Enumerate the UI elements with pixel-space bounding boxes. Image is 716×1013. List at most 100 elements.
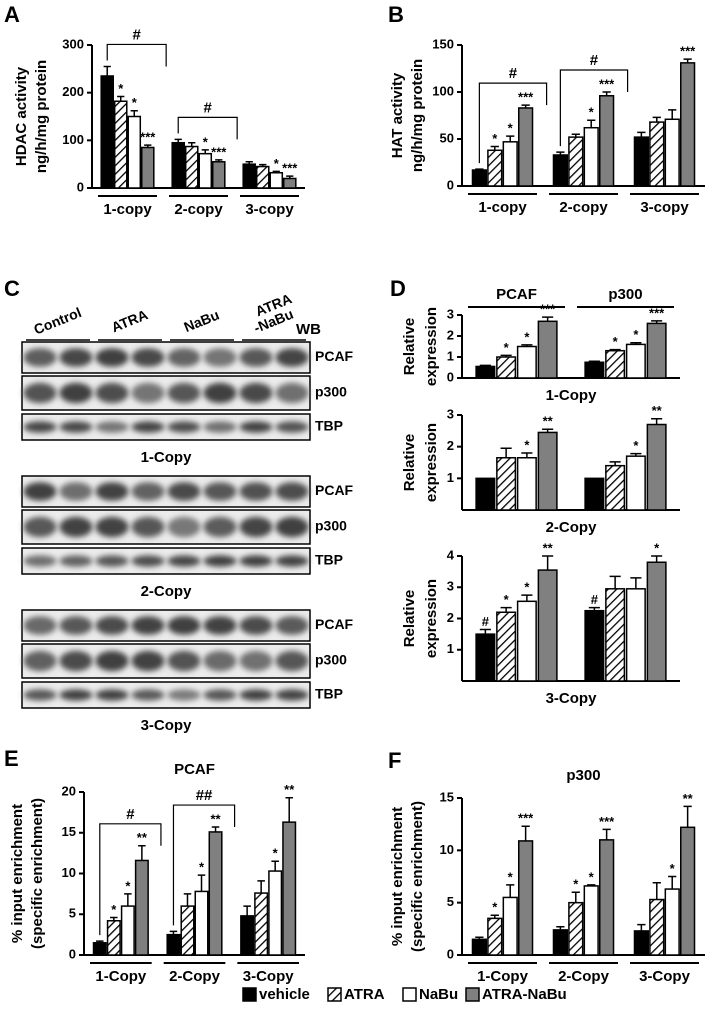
error-bar <box>556 925 565 930</box>
blot-band <box>167 650 201 672</box>
bar <box>100 75 115 189</box>
y-tick-label: 3 <box>447 406 454 421</box>
bar <box>633 930 650 956</box>
significance-label: * <box>111 902 117 917</box>
bar <box>242 163 257 189</box>
error-bar <box>257 880 265 894</box>
blot-band <box>167 516 201 538</box>
bar <box>552 154 569 187</box>
error-bar <box>630 341 642 345</box>
error-bar <box>587 884 596 886</box>
y-tick-label: 150 <box>432 36 454 51</box>
y-tick-label: 15 <box>440 789 454 804</box>
blot-band <box>203 516 237 538</box>
blot-band <box>167 616 201 635</box>
significance-label: * <box>492 131 498 146</box>
bar <box>584 609 605 682</box>
band-label: PCAF <box>315 348 354 364</box>
x-tick-label: 2-Copy <box>169 968 220 985</box>
bar <box>584 361 605 379</box>
significance-label: *** <box>599 814 615 829</box>
blot-band <box>23 421 57 433</box>
significance-label: ** <box>683 791 694 806</box>
error-bar <box>521 452 533 458</box>
error-bar <box>475 936 484 940</box>
band-label: PCAF <box>315 482 354 498</box>
bracket <box>177 116 238 140</box>
significance-label: * <box>613 334 619 349</box>
bar <box>598 839 615 956</box>
error-bar <box>169 930 178 935</box>
blot-band <box>239 482 273 501</box>
significance-label: * <box>633 327 639 342</box>
bar <box>605 349 626 379</box>
bar <box>625 588 646 682</box>
bar <box>255 165 270 189</box>
bar <box>679 826 696 956</box>
significance-label: * <box>524 329 530 344</box>
x-tick-label: 3-Copy <box>243 968 294 985</box>
significance-label: *** <box>599 76 615 91</box>
blot-band <box>203 689 237 701</box>
error-bar <box>138 845 146 861</box>
error-bar <box>174 138 182 143</box>
error-bar <box>500 354 512 357</box>
blot-band <box>23 616 57 635</box>
band-label: PCAF <box>315 616 354 632</box>
error-bar <box>587 119 596 128</box>
bracket-label: # <box>133 26 142 43</box>
blot-band <box>59 421 93 433</box>
y-tick-label: 15 <box>62 824 76 839</box>
x-axis-label: 3-Copy <box>546 690 597 707</box>
error-bar <box>96 940 104 943</box>
panel-letter: D <box>390 276 406 301</box>
blot-band <box>95 555 129 567</box>
significance-label: ** <box>652 403 663 418</box>
error-bar <box>103 65 111 76</box>
blot-band <box>95 482 129 501</box>
error-bar <box>479 628 491 635</box>
error-bar <box>500 606 512 613</box>
error-bar <box>542 428 554 433</box>
y-tick-label: 20 <box>62 783 76 798</box>
significance-label: * <box>589 869 595 884</box>
significance-label: * <box>524 437 530 452</box>
blot-band <box>23 482 57 501</box>
y-tick-label: 0 <box>69 946 76 961</box>
blot-band <box>275 382 309 404</box>
x-tick-label: 1-Copy <box>95 968 146 985</box>
error-bar <box>602 828 611 840</box>
x-tick-label: p300 <box>608 286 642 303</box>
bracket <box>478 82 548 164</box>
blot-band <box>59 650 93 672</box>
bar <box>471 938 488 956</box>
bar <box>184 145 199 189</box>
bar <box>496 457 517 511</box>
error-bar <box>683 805 692 828</box>
bar <box>211 161 226 189</box>
bar <box>517 107 534 187</box>
bar <box>487 149 503 187</box>
bar <box>605 464 626 511</box>
legend-label: ATRA-NaBu <box>482 986 567 1003</box>
significance-label: *** <box>649 305 665 320</box>
blot-band <box>203 382 237 404</box>
blot-band <box>167 348 201 367</box>
bracket-label: ## <box>196 787 213 804</box>
legend-label: vehicle <box>259 986 310 1003</box>
bar <box>516 345 537 379</box>
x-tick-label: 2-copy <box>174 201 223 218</box>
chart-title: PCAF <box>174 761 215 778</box>
blot-band <box>23 348 57 367</box>
y-axis-label: expression <box>423 423 440 502</box>
error-bar <box>652 116 661 123</box>
error-bar <box>245 161 253 165</box>
lane-label: Control <box>31 304 83 337</box>
y-tick-label: 200 <box>62 84 84 99</box>
x-tick-label: 2-Copy <box>558 968 609 985</box>
y-tick-label: 10 <box>62 865 76 880</box>
bar <box>475 633 496 682</box>
x-tick-label: 3-copy <box>640 199 689 216</box>
blot-band <box>167 689 201 701</box>
blot-band <box>203 616 237 635</box>
